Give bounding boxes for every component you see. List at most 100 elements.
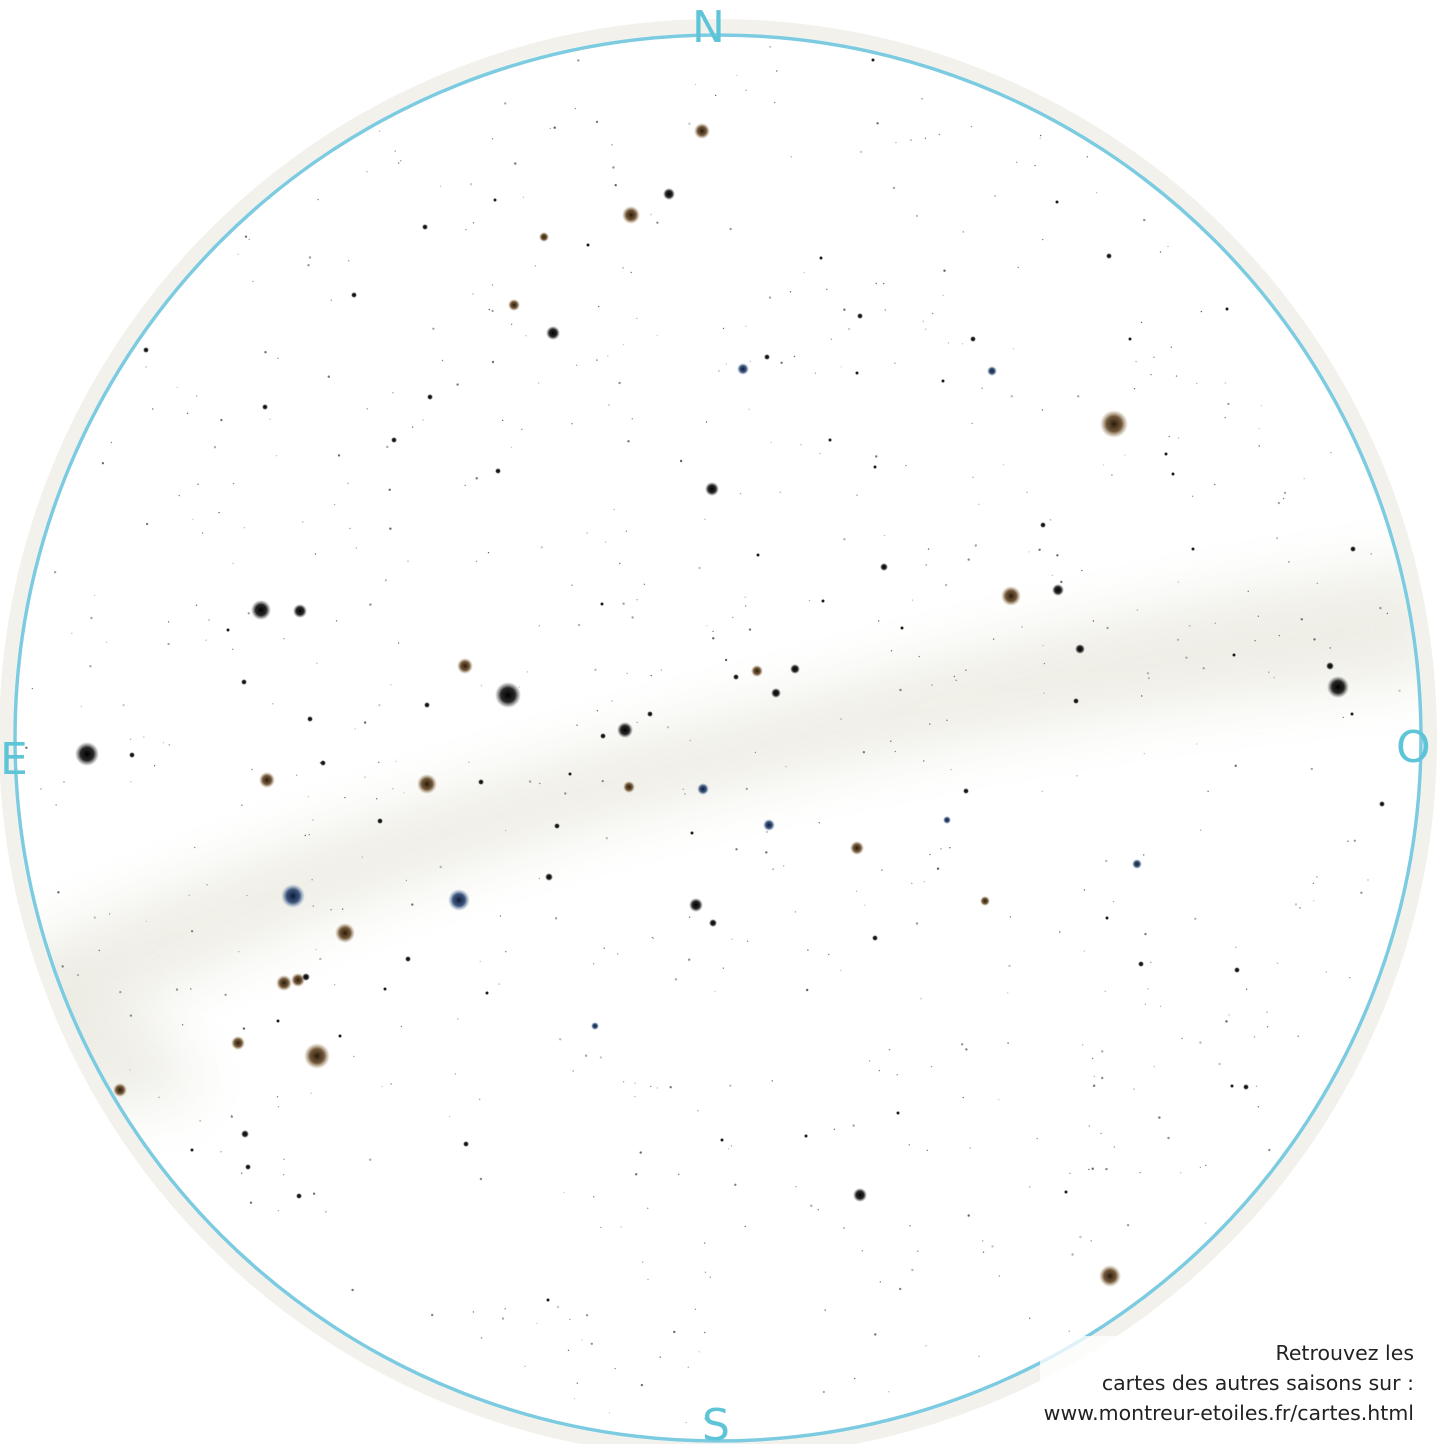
faint-star [468,761,470,763]
faint-star [878,1069,881,1072]
faint-star [1342,716,1345,719]
faint-star [538,382,540,384]
faint-star [593,963,595,965]
faint-star [575,364,578,366]
faint-star [709,1276,711,1278]
faint-star [967,1214,970,1217]
faint-star [213,446,217,449]
faint-star [1135,360,1137,363]
faint-star [744,596,746,598]
faint-star [599,1056,603,1059]
star [663,188,675,200]
star [1171,472,1175,476]
faint-star [1041,409,1044,411]
faint-star [600,1226,602,1229]
faint-star [712,630,714,633]
faint-star [63,781,65,783]
star [296,1193,302,1199]
faint-star [1034,164,1036,167]
faint-star [1043,692,1045,694]
faint-star [635,1173,638,1176]
faint-star [899,1287,902,1291]
faint-star [1258,445,1260,447]
faint-star [1370,553,1372,555]
faint-star [795,1186,797,1188]
faint-star [525,335,527,337]
faint-star [411,426,414,428]
faint-star [856,494,858,496]
faint-star [1111,474,1113,476]
faint-star [689,739,691,742]
faint-star [636,317,638,320]
faint-star [840,718,842,720]
faint-star [188,894,190,896]
faint-star [803,271,805,274]
faint-star [974,544,977,547]
faint-star [491,360,495,364]
star [697,783,709,795]
star [1326,662,1334,670]
faint-star [403,792,405,794]
faint-star [90,616,93,620]
faint-star [704,1271,707,1274]
faint-star [736,74,738,77]
faint-star [330,909,332,911]
faint-star [457,1018,459,1020]
faint-star [772,868,774,870]
faint-star [505,829,507,832]
star [1232,653,1236,657]
faint-star [283,1158,285,1160]
faint-star [739,492,742,495]
star [307,716,313,722]
faint-star [1276,537,1278,539]
faint-star [931,312,934,315]
faint-star [614,184,617,187]
faint-star [631,616,634,619]
faint-star [129,1014,133,1017]
star [1100,410,1128,438]
faint-star [573,1398,576,1400]
faint-star [1200,829,1202,831]
faint-star [618,381,621,385]
faint-star [110,441,113,444]
faint-star [1059,931,1061,933]
star [943,816,951,824]
faint-star [1042,238,1044,241]
star [241,1130,249,1138]
faint-star [312,905,314,907]
faint-star [705,421,708,423]
faint-star [942,294,944,297]
faint-star [576,1382,578,1384]
star [335,923,355,943]
faint-star [698,566,701,570]
faint-star [1288,561,1290,563]
faint-star [774,101,776,104]
star [546,1298,550,1302]
faint-star [392,392,394,394]
faint-star [376,798,378,800]
faint-star [590,1342,593,1346]
star [970,336,976,342]
faint-star [636,721,638,724]
faint-star [909,1225,911,1227]
faint-star [1360,891,1363,894]
faint-star [982,1251,985,1253]
faint-star [613,508,615,511]
faint-star [1076,775,1078,777]
faint-star [1200,310,1203,313]
faint-star [1079,1235,1082,1239]
faint-star [472,222,475,224]
star [647,711,653,717]
star [600,733,606,739]
faint-star [230,1115,233,1118]
faint-star [1088,1125,1091,1127]
faint-star [462,898,464,900]
star [485,991,489,995]
faint-star [1247,590,1249,592]
faint-star [1199,1041,1202,1044]
credit-line-3: www.montreur-etoiles.fr/cartes.html [1043,1401,1414,1425]
faint-star [1104,990,1106,992]
faint-star [779,491,781,493]
star [941,379,945,383]
star [709,919,717,927]
